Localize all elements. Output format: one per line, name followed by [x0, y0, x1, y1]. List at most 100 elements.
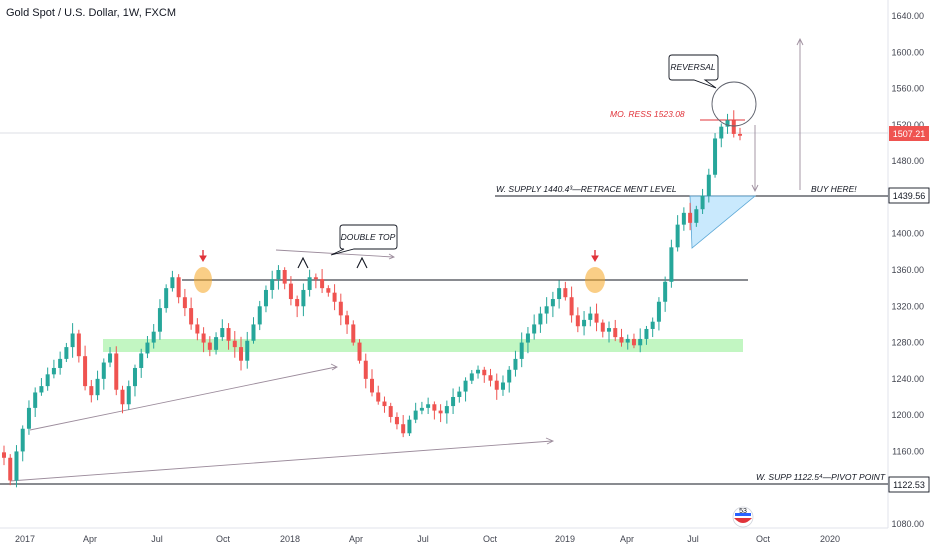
y-tick-label: 1160.00	[892, 446, 924, 456]
candle-body	[251, 324, 256, 341]
candle-body	[463, 380, 468, 392]
candle-body	[607, 328, 612, 332]
candle-body	[313, 277, 318, 280]
candle-body	[301, 289, 306, 307]
badge-logo-text: 53	[739, 508, 747, 515]
candle-body	[507, 369, 512, 383]
trendline-long-term	[9, 440, 553, 482]
price-tag-supply	[888, 187, 930, 204]
candle-body	[207, 342, 212, 350]
candle-body	[39, 386, 44, 393]
candle-body	[108, 353, 113, 363]
top-highlight-2	[585, 267, 605, 293]
candle-body	[307, 277, 312, 290]
candles-group	[2, 110, 742, 488]
down-arrow-head	[751, 184, 759, 193]
candle-body	[388, 406, 393, 417]
x-tick-label: 2019	[555, 534, 575, 544]
y-axis-ticks: 1640.001600.001560.001520.001480.001440.…	[891, 11, 924, 529]
price-tag-support	[888, 476, 930, 493]
candle-body	[126, 386, 131, 405]
candle-body	[282, 270, 287, 284]
candle-body	[538, 313, 543, 325]
candle-body	[58, 358, 63, 368]
candle-body	[513, 358, 518, 370]
candle-body	[182, 297, 187, 309]
reversal-label: REVERSAL	[670, 62, 716, 72]
candle-body	[482, 369, 487, 376]
candle-body	[83, 356, 88, 387]
candle-body	[669, 247, 674, 282]
timeframe[interactable]: 1W	[122, 7, 139, 19]
candle-body	[407, 419, 412, 434]
double-top-label: DOUBLE TOP	[341, 232, 396, 242]
candle-body	[139, 353, 144, 368]
candle-body	[189, 308, 194, 325]
candle-body	[394, 416, 399, 425]
candle-body	[426, 404, 431, 408]
candle-body	[557, 288, 562, 300]
candle-body	[675, 224, 680, 248]
x-tick-label: 2018	[280, 534, 300, 544]
candle-body	[719, 126, 724, 139]
candle-body	[688, 212, 693, 223]
current-price-tag	[889, 126, 929, 141]
candle-body	[363, 360, 368, 379]
candle-body	[201, 333, 206, 343]
candle-body	[625, 338, 630, 343]
candle-body	[444, 406, 449, 414]
buy-here-label: BUY HERE!	[811, 184, 857, 194]
trendline-lower-arrowhead	[330, 363, 338, 371]
candle-body	[263, 289, 268, 307]
candle-body	[663, 281, 668, 302]
candle-body	[295, 299, 300, 307]
x-axis-ticks: 2017 Apr Jul Oct 2018 Apr Jul Oct 2019 Apr Jul Oct 2…	[15, 534, 840, 544]
candle-body	[638, 338, 643, 346]
candle-body	[14, 451, 19, 481]
exchange: FXCM	[144, 7, 176, 19]
candle-body	[239, 347, 244, 361]
up-arrow-head	[796, 37, 804, 46]
current-price-tag-label: 1507.21	[893, 129, 926, 139]
candle-body	[569, 297, 574, 316]
candle-body	[51, 367, 56, 375]
double-top-callout	[330, 224, 398, 256]
candle-body	[151, 331, 156, 343]
weekly-supply-label: W. SUPPLY 1440.4³—RETRACE MENT LEVEL	[496, 184, 677, 194]
candle-body	[345, 315, 350, 325]
symbol-name: Gold Spot / U.S. Dollar	[6, 7, 117, 19]
y-tick-label: 1560.00	[891, 84, 924, 94]
chart-header: Gold Spot / U.S. Dollar, 1W, FXCM	[6, 7, 176, 19]
x-tick-label: Apr	[349, 534, 363, 544]
candle-body	[95, 378, 100, 396]
candle-body	[320, 279, 325, 289]
y-tick-label: 1520.00	[891, 120, 924, 130]
candle-body	[575, 315, 580, 327]
green-support-zone	[103, 339, 743, 352]
candle-body	[132, 367, 137, 387]
candle-body	[694, 209, 699, 223]
x-tick-label: 2017	[15, 534, 35, 544]
candle-body	[45, 374, 50, 387]
candle-body	[8, 457, 13, 481]
price-tag-support-label: 1122.53	[893, 480, 925, 490]
badge-logo: 53	[732, 506, 754, 528]
candle-body	[457, 391, 462, 397]
candle-body	[451, 397, 456, 407]
candle-body	[226, 328, 231, 341]
candle-body	[419, 407, 424, 411]
y-tick-label: 1320.00	[891, 301, 924, 311]
down-marker-1-head	[199, 255, 207, 262]
candle-body	[500, 382, 505, 390]
candle-body	[644, 328, 649, 339]
candle-body	[594, 313, 599, 323]
candle-body	[519, 342, 524, 359]
candle-body	[494, 380, 499, 390]
candle-body	[214, 337, 219, 350]
candle-body	[157, 308, 162, 332]
y-tick-label: 1240.00	[891, 374, 924, 384]
candle-body	[582, 319, 587, 327]
x-tick-label: Jul	[687, 534, 699, 544]
candle-body	[700, 195, 705, 210]
candle-body	[176, 277, 181, 298]
